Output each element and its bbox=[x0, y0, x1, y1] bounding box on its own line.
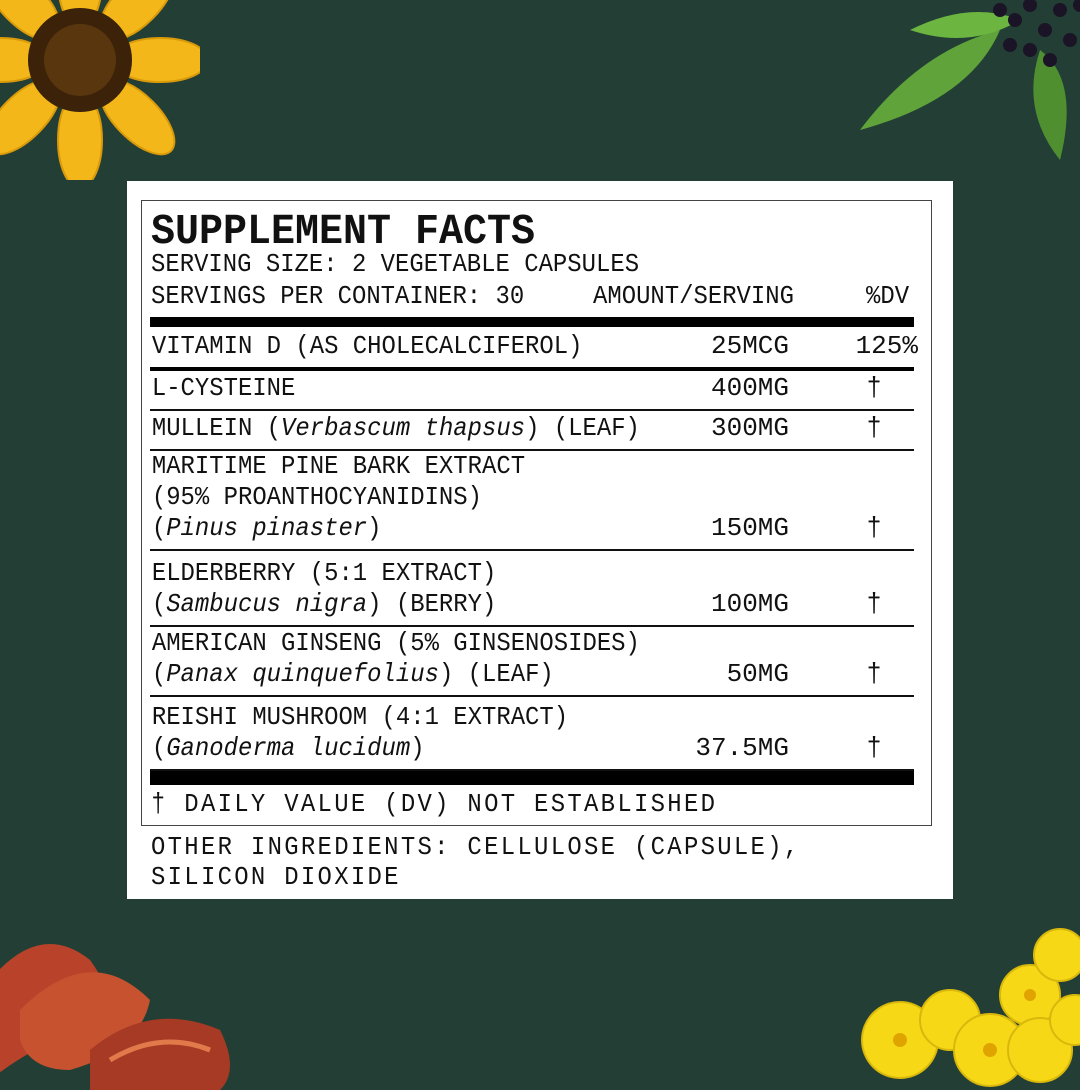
ingredient-name-text: ) (LEAF) bbox=[525, 413, 640, 443]
other-ingredients-line-2: SILICON DIOXIDE bbox=[151, 862, 401, 892]
supplement-facts-label: SUPPLEMENT FACTS SERVING SIZE: 2 VEGETAB… bbox=[127, 181, 953, 899]
ingredient-row: AMERICAN GINSENG (5% GINSENOSIDES) (Panax… bbox=[150, 627, 914, 697]
ingredient-name-text: ( bbox=[151, 733, 167, 763]
ingredient-name-line: (Ganoderma lucidum) bbox=[150, 733, 853, 764]
ingredient-daily-value: † bbox=[866, 413, 882, 443]
ingredient-name-line: ELDERBERRY (5:1 EXTRACT) bbox=[150, 558, 853, 589]
label-title: SUPPLEMENT FACTS bbox=[151, 207, 535, 256]
ingredient-name-line: (95% PROANTHOCYANIDINS) bbox=[150, 482, 853, 513]
ingredient-name-text: ) bbox=[410, 733, 425, 763]
latin-name: Panax quinquefolius bbox=[166, 659, 439, 689]
ingredient-name-text: ( bbox=[151, 589, 167, 619]
facts-panel: SUPPLEMENT FACTS SERVING SIZE: 2 VEGETAB… bbox=[141, 200, 932, 826]
ingredient-amount: 150MG bbox=[710, 513, 789, 543]
other-ingredients-line-1: OTHER INGREDIENTS: CELLULOSE (CAPSULE), bbox=[151, 832, 801, 862]
latin-name: Pinus pinaster bbox=[166, 513, 368, 543]
ingredient-daily-value: 125% bbox=[855, 331, 918, 361]
ingredient-name-line: (Sambucus nigra) (BERRY) bbox=[150, 589, 853, 620]
ingredient-amount: 100MG bbox=[710, 589, 789, 619]
ingredient-amount: 25MCG bbox=[710, 331, 789, 361]
servings-per-container: SERVINGS PER CONTAINER: 30 bbox=[151, 281, 525, 311]
ingredient-name-text: (95% PROANTHOCYANIDINS) bbox=[151, 482, 482, 512]
header-divider bbox=[150, 317, 914, 327]
ingredient-daily-value: † bbox=[866, 373, 882, 403]
ingredient-name-line: (Panax quinquefolius) (LEAF) bbox=[150, 659, 853, 690]
ingredient-name-text: ( bbox=[151, 659, 167, 689]
ingredient-daily-value: † bbox=[866, 513, 882, 543]
reishi-mushroom-icon bbox=[0, 944, 230, 1090]
ingredient-name-text: MARITIME PINE BARK EXTRACT bbox=[151, 451, 526, 481]
ingredient-row: REISHI MUSHROOM (4:1 EXTRACT) (Ganoderma … bbox=[150, 697, 914, 771]
ingredient-name-text: ) bbox=[367, 513, 382, 543]
ingredient-daily-value: † bbox=[866, 659, 882, 689]
ingredient-amount: 400MG bbox=[710, 373, 789, 403]
ingredient-row: ELDERBERRY (5:1 EXTRACT) (Sambucus nigra)… bbox=[150, 551, 914, 627]
ingredient-name-text: VITAMIN D (AS CHOLECALCIFEROL) bbox=[151, 331, 583, 361]
ingredient-daily-value: † bbox=[866, 733, 882, 763]
latin-name: Verbascum thapsus bbox=[281, 413, 526, 443]
sunflower-icon bbox=[0, 0, 200, 180]
latin-name: Sambucus nigra bbox=[166, 589, 368, 619]
ingredient-name-line: MARITIME PINE BARK EXTRACT bbox=[150, 451, 853, 482]
ingredient-name-line: REISHI MUSHROOM (4:1 EXTRACT) bbox=[150, 702, 853, 733]
ingredient-name-line: VITAMIN D (AS CHOLECALCIFEROL) bbox=[150, 331, 853, 362]
ingredient-name-text: AMERICAN GINSENG (5% GINSENOSIDES) bbox=[151, 628, 640, 658]
ingredient-row: MARITIME PINE BARK EXTRACT (95% PROANTHOC… bbox=[150, 451, 914, 551]
ingredient-row: L-CYSTEINE 400MG † bbox=[150, 371, 914, 411]
ingredient-amount: 300MG bbox=[710, 413, 789, 443]
ingredient-row: MULLEIN (Verbascum thapsus) (LEAF) 300MG † bbox=[150, 411, 914, 451]
ingredient-daily-value: † bbox=[866, 589, 882, 619]
ingredient-name-text: ( bbox=[151, 513, 167, 543]
ingredient-amount: 50MG bbox=[726, 659, 789, 689]
ingredient-amount: 37.5MG bbox=[695, 733, 789, 763]
ingredient-name-text: MULLEIN ( bbox=[151, 413, 282, 443]
dv-header: %DV bbox=[866, 281, 910, 311]
elderberry-icon bbox=[860, 0, 1080, 160]
ingredient-name-line: AMERICAN GINSENG (5% GINSENOSIDES) bbox=[150, 628, 853, 659]
ingredient-name-line: MULLEIN (Verbascum thapsus) (LEAF) bbox=[150, 413, 853, 444]
ingredient-name-text: ELDERBERRY (5:1 EXTRACT) bbox=[151, 558, 497, 588]
ingredient-name-text: L-CYSTEINE bbox=[151, 373, 296, 403]
ingredient-name-text: ) (LEAF) bbox=[438, 659, 554, 689]
table-bottom-divider bbox=[150, 771, 914, 785]
ingredient-table: VITAMIN D (AS CHOLECALCIFEROL) 25MCG 125% L… bbox=[150, 327, 918, 771]
amount-header: AMOUNT/SERVING bbox=[593, 281, 794, 311]
ingredient-row: VITAMIN D (AS CHOLECALCIFEROL) 25MCG 125% bbox=[150, 327, 918, 371]
serving-size: SERVING SIZE: 2 VEGETABLE CAPSULES bbox=[151, 249, 640, 279]
ingredient-name-text: ) (BERRY) bbox=[367, 589, 497, 619]
ingredient-name-line: (Pinus pinaster) bbox=[150, 513, 853, 544]
mullein-flower-icon bbox=[861, 928, 1080, 1087]
footnote: † DAILY VALUE (DV) NOT ESTABLISHED bbox=[151, 789, 718, 819]
ingredient-name-line: L-CYSTEINE bbox=[150, 373, 853, 404]
ingredient-name-text: REISHI MUSHROOM (4:1 EXTRACT) bbox=[151, 702, 569, 732]
latin-name: Ganoderma lucidum bbox=[166, 733, 411, 763]
